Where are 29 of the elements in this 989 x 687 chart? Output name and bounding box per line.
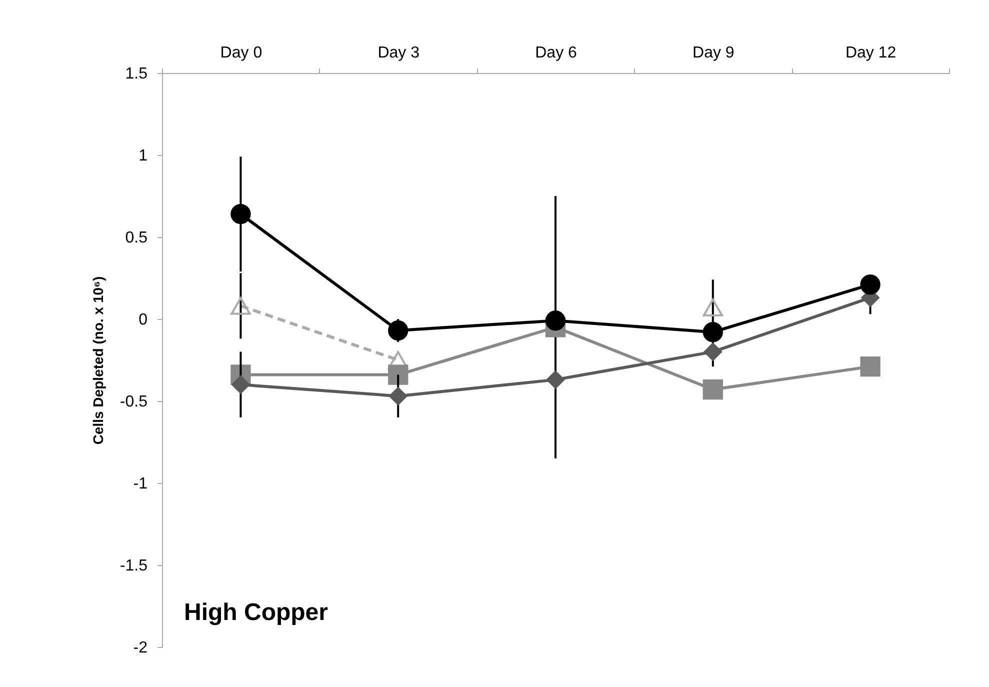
x-tick-label: Day 6	[535, 44, 577, 62]
y-tick-label: 0	[138, 312, 148, 328]
y-tick-label: -0.5	[120, 394, 148, 410]
annotation: High Copper	[184, 599, 328, 626]
y-tick-label: 0.5	[125, 230, 148, 246]
x-tick-label: Day 0	[220, 44, 262, 62]
point	[232, 376, 250, 394]
point	[388, 364, 408, 385]
point	[546, 370, 565, 389]
x-tick-label: Day 3	[378, 44, 420, 62]
y-tick-label: -2	[133, 640, 148, 656]
y-tick-label: 1.5	[125, 66, 148, 82]
point	[704, 342, 722, 361]
point	[702, 322, 723, 342]
point	[860, 274, 880, 295]
point	[702, 379, 723, 400]
x-tick-label: Day 12	[845, 44, 896, 62]
y-axis-title: Cells Depleted (no. x 10⁶)	[90, 276, 106, 445]
x-tick-label: Day 9	[692, 44, 734, 62]
point	[545, 310, 566, 331]
y-tick-label: -1	[133, 476, 148, 492]
point	[388, 320, 408, 341]
y-tick-label: -1.5	[120, 558, 148, 574]
point	[702, 298, 723, 316]
point	[389, 387, 408, 406]
point	[230, 204, 251, 224]
point	[860, 356, 880, 377]
y-tick-label: 1	[138, 148, 148, 164]
point	[230, 297, 251, 315]
